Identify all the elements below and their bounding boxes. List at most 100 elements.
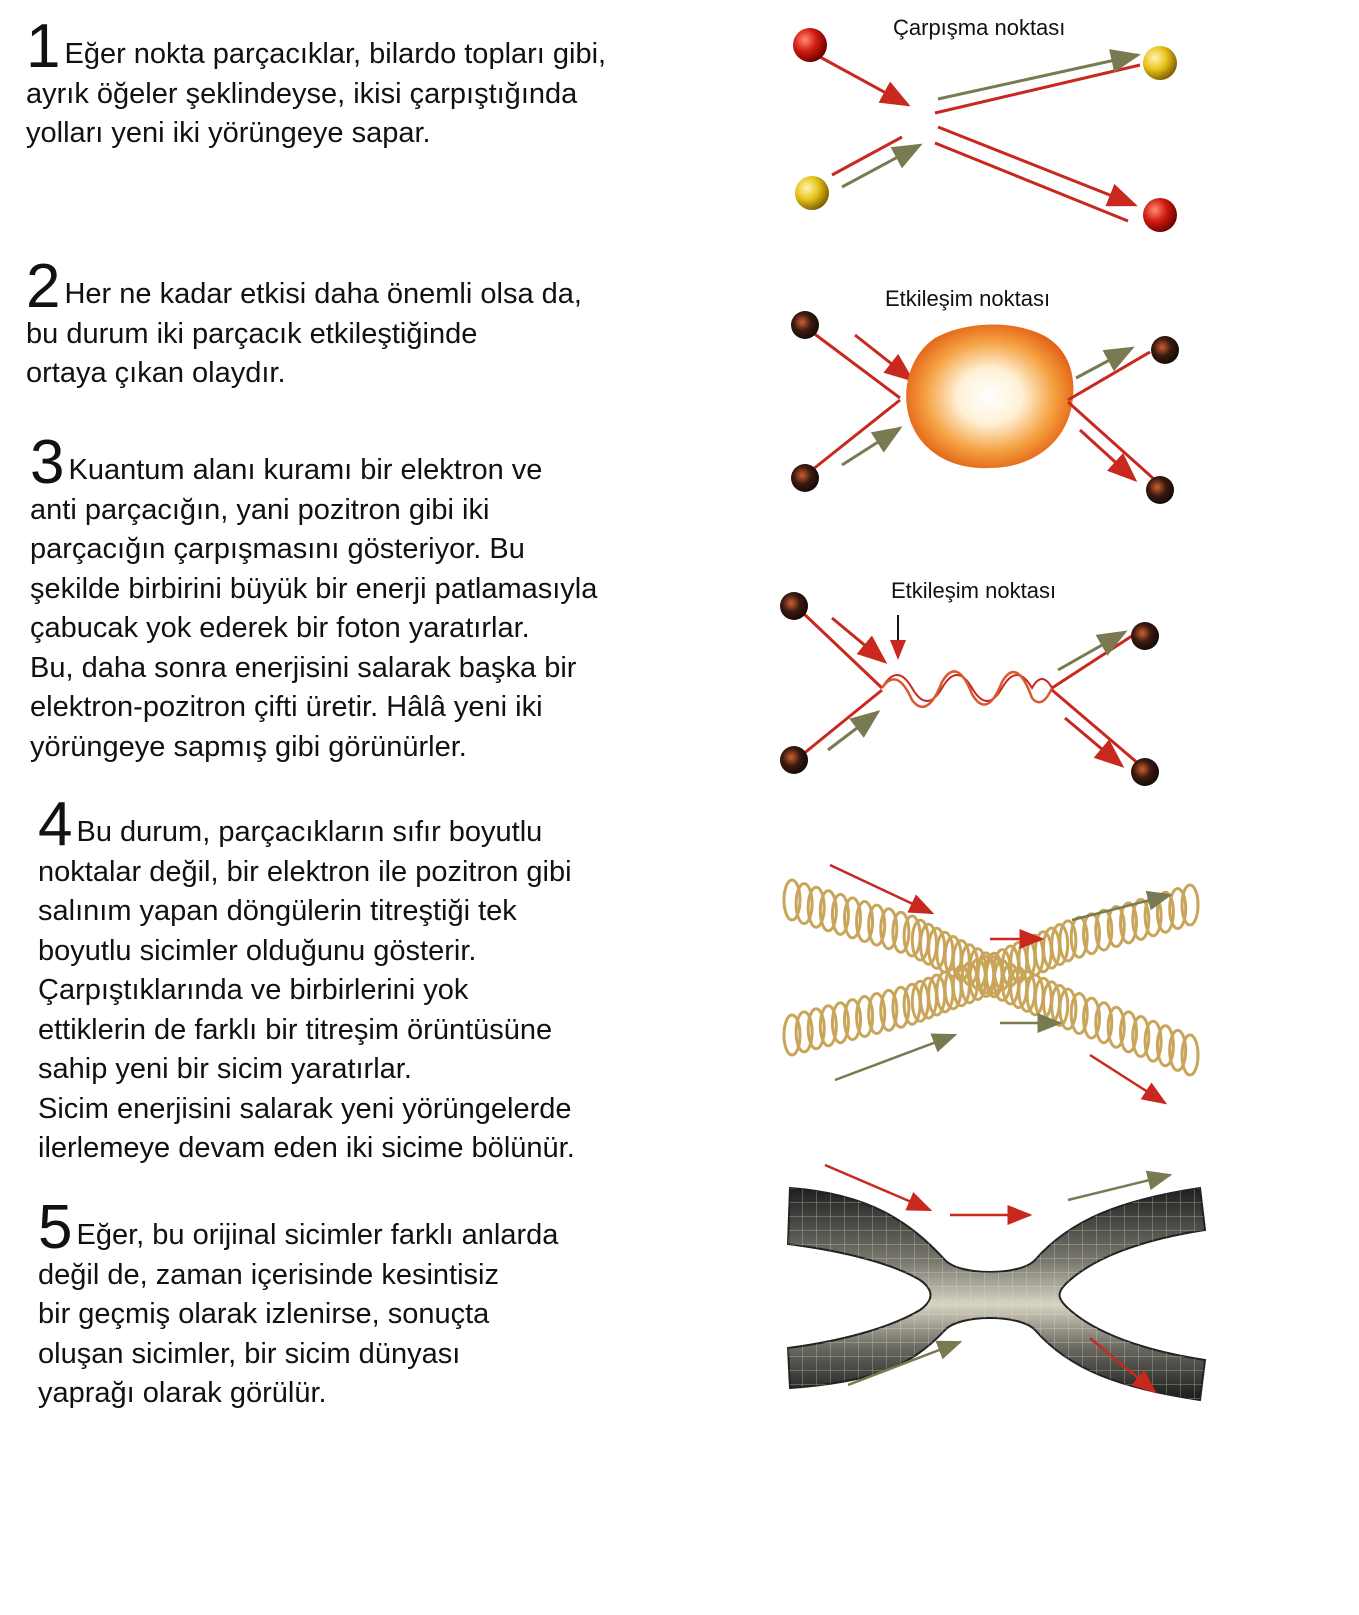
outgoing-arrow-olive [937, 49, 1141, 101]
particle [1146, 476, 1174, 504]
spring-coil [1180, 883, 1200, 927]
step-text: Eğer, bu orijinal sicimler farklı anlard… [38, 1219, 559, 1409]
incoming-arrow-red [829, 863, 935, 915]
spring-coil [806, 1007, 826, 1051]
spring-coils [782, 878, 1200, 1077]
step-text: Her ne kadar etkisi daha önemli olsa da,… [26, 278, 582, 389]
outgoing-track-2 [1051, 688, 1141, 767]
step-number: 3 [30, 428, 65, 497]
step-4: 4 Bu durum, parçacıkların sıfır boyutlu n… [38, 794, 738, 1169]
outgoing-arrow-red [1064, 716, 1125, 768]
yellow-ball [795, 176, 829, 210]
incoming-arrow-olive [841, 426, 903, 467]
spring-coil [891, 985, 911, 1029]
incoming-arrow-red [831, 616, 888, 664]
spring-coil [1050, 923, 1070, 966]
electron-out [1131, 622, 1159, 650]
outgoing-track-red-2 [934, 141, 1129, 223]
spring-coil [782, 878, 802, 922]
spring-coil [867, 903, 887, 947]
outgoing-arrow-red [937, 125, 1138, 207]
incoming-arrow-red [854, 333, 915, 382]
spring-coil [1058, 919, 1078, 963]
burst-diagram: Etkileşim noktası [791, 286, 1179, 504]
step-text: Kuantum alanı kuramı bir elektron ve ant… [30, 454, 598, 763]
particle [791, 464, 819, 492]
incoming-arrow-olive [841, 143, 923, 189]
spring-coil [818, 1004, 838, 1048]
particle [791, 311, 819, 339]
spring-coil [1143, 1019, 1163, 1063]
spring-coil [1094, 1001, 1114, 1045]
spring-coil [1131, 897, 1151, 941]
outgoing-arrow-olive [1057, 630, 1128, 672]
spring-coil [879, 907, 899, 951]
spring-coil [782, 1013, 802, 1057]
outgoing-arrow-red [1089, 1053, 1168, 1105]
figure-vibrating-strings [760, 835, 1230, 1120]
spring-coil [855, 900, 875, 943]
world-sheet-diagram [786, 1163, 1207, 1402]
incoming-track-yellow [831, 135, 903, 177]
spring-coil [867, 992, 887, 1035]
positron-out [1131, 758, 1159, 786]
spring-coil [1106, 905, 1126, 948]
spring-coil [843, 998, 862, 1042]
incoming-track-2 [801, 688, 883, 757]
incoming-arrow-olive [827, 710, 881, 752]
particle [1151, 336, 1179, 364]
outgoing-arrow-red [1089, 1337, 1157, 1394]
step-3: 3 Kuantum alanı kuramı bir elektron ve an… [30, 432, 730, 767]
spring-coil [830, 1001, 850, 1045]
collision-point-label: Çarpışma noktası [893, 15, 1065, 40]
incoming-arrow-olive [834, 1033, 958, 1082]
figure-interaction-burst: Etkileşim noktası [760, 280, 1230, 510]
electron [780, 592, 808, 620]
spring-coil [818, 889, 838, 933]
incoming-track [800, 610, 884, 690]
photon-wave [881, 674, 1053, 702]
spring-coil [891, 910, 911, 954]
outgoing-track [1051, 630, 1139, 690]
energy-burst [906, 324, 1074, 469]
incoming-arrow-red [819, 55, 911, 107]
spring-coil [1155, 1024, 1175, 1068]
step-1: 1 Eğer nokta parçacıklar, bilardo topları… [26, 16, 726, 154]
outgoing-track-red [934, 63, 1141, 115]
incoming-track-2 [811, 398, 901, 472]
incoming-arrow-red [824, 1163, 933, 1212]
strings-diagram [782, 863, 1200, 1105]
figure-world-sheet [760, 1160, 1230, 1405]
spring-coil [794, 1010, 814, 1054]
figure-collision-point: Çarpışma noktası [760, 5, 1230, 245]
spring-coil [1119, 901, 1138, 945]
spring-coil [1106, 1005, 1126, 1049]
photon-wave-line [880, 670, 1054, 709]
interaction-point-label: Etkileşim noktası [891, 578, 1056, 603]
step-number: 5 [38, 1193, 73, 1262]
spring-coil [806, 885, 826, 929]
spring-coil [1119, 1010, 1138, 1054]
spring-coil [1069, 992, 1089, 1035]
outgoing-arrow-olive [1067, 1170, 1173, 1202]
outgoing-arrow-red [1078, 428, 1138, 483]
step-number: 4 [38, 790, 73, 859]
outgoing-arrow-olive [1071, 890, 1173, 922]
collision-diagram: Çarpışma noktası [793, 15, 1177, 232]
step-text: Bu durum, parçacıkların sıfır boyutlu no… [38, 816, 575, 1164]
step-2: 2 Her ne kadar etkisi daha önemli olsa da… [26, 256, 726, 394]
spring-coil [1082, 912, 1101, 956]
spring-coil [1094, 908, 1114, 952]
spring-coil [879, 988, 899, 1032]
tube-grid [788, 1188, 1205, 1400]
red-ball [793, 28, 827, 62]
spring-coil [794, 882, 814, 926]
spring-coil [1131, 1015, 1151, 1058]
step-5: 5 Eğer, bu orijinal sicimler farklı anlar… [38, 1197, 738, 1414]
spring-coil [1180, 1033, 1200, 1077]
spring-coil [1082, 996, 1101, 1040]
interaction-point-label: Etkileşim noktası [885, 286, 1050, 311]
spring-coil [855, 995, 875, 1038]
step-text: Eğer nokta parçacıklar, bilardo topları … [26, 38, 607, 149]
outgoing-arrow-olive [1075, 346, 1135, 380]
